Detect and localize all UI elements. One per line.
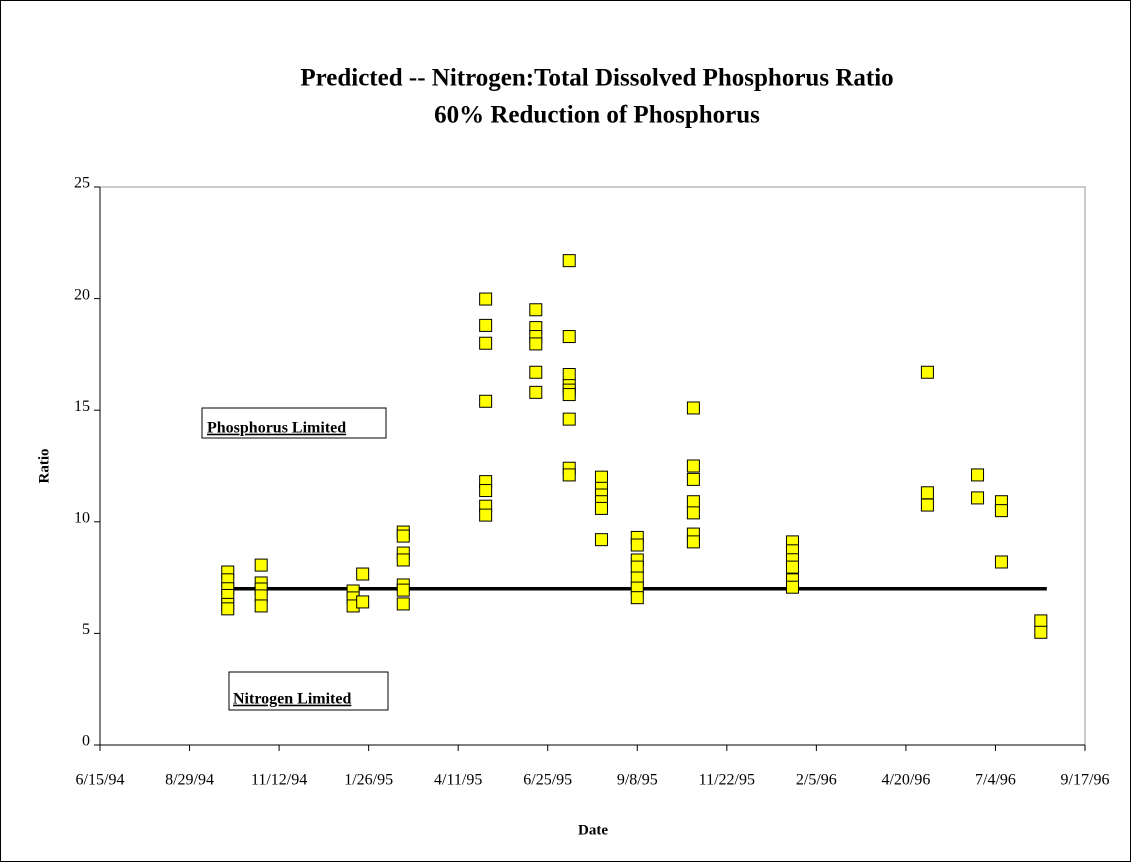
point: [562, 367, 576, 381]
point: [396, 583, 410, 597]
point: [686, 495, 700, 509]
x-tick-label: 4/20/96: [881, 772, 930, 789]
point: [479, 292, 493, 306]
x-tick-label: 1/26/95: [344, 772, 393, 789]
point: [785, 580, 799, 594]
point: [221, 602, 235, 616]
point: [594, 501, 608, 515]
annotation: Phosphorus Limited: [207, 420, 346, 437]
point: [396, 529, 410, 543]
x-tick-label: 6/25/95: [523, 772, 572, 789]
point: [686, 459, 700, 473]
point: [562, 468, 576, 482]
y-tick-label: 0: [82, 733, 90, 750]
point: [479, 484, 493, 498]
point: [630, 538, 644, 552]
x-tick-label: 4/11/95: [434, 772, 482, 789]
y-tick-label: 10: [74, 509, 90, 526]
x-tick-label: 6/15/94: [76, 772, 125, 789]
point: [562, 254, 576, 268]
point: [479, 508, 493, 522]
point: [594, 533, 608, 547]
x-tick-label: 11/12/94: [251, 772, 307, 789]
point: [1034, 625, 1048, 639]
chart-subtitle: 60% Reduction of Phosphorus: [434, 102, 760, 129]
point: [254, 599, 268, 613]
y-tick-label: 25: [74, 175, 90, 192]
point: [529, 303, 543, 317]
x-tick-label: 9/17/96: [1061, 772, 1110, 789]
y-axis-title: Ratio: [36, 449, 52, 484]
point: [356, 595, 370, 609]
point: [994, 504, 1008, 518]
point: [630, 591, 644, 605]
point: [356, 567, 370, 581]
point: [630, 560, 644, 574]
point: [686, 472, 700, 486]
point: [479, 394, 493, 408]
x-tick-label: 2/5/96: [796, 772, 837, 789]
annotation: Nitrogen Limited: [233, 691, 351, 708]
y-tick-label: 5: [82, 621, 90, 638]
point: [529, 385, 543, 399]
x-axis-title: Date: [578, 822, 608, 838]
point: [562, 388, 576, 402]
point: [686, 401, 700, 415]
point: [971, 468, 985, 482]
point: [562, 412, 576, 426]
annotation-box: [228, 671, 389, 711]
point: [920, 486, 934, 500]
point: [971, 491, 985, 505]
point: [562, 330, 576, 344]
point: [686, 535, 700, 549]
x-tick-label: 11/22/95: [699, 772, 755, 789]
point: [396, 553, 410, 567]
point: [785, 560, 799, 574]
chart-title: Predicted -- Nitrogen:Total Dissolved Ph…: [300, 65, 893, 92]
y-tick-label: 20: [74, 286, 90, 303]
point: [1034, 614, 1048, 628]
y-tick-label: 15: [74, 398, 90, 415]
x-tick-label: 9/8/95: [617, 772, 658, 789]
point: [479, 336, 493, 350]
annotation-box: [201, 407, 387, 439]
x-tick-label: 7/4/96: [975, 772, 1016, 789]
x-tick-label: 8/29/94: [165, 772, 214, 789]
point: [396, 597, 410, 611]
point: [254, 558, 268, 572]
point: [479, 318, 493, 332]
point: [920, 365, 934, 379]
point: [994, 555, 1008, 569]
point: [594, 470, 608, 484]
point: [529, 365, 543, 379]
point: [529, 337, 543, 351]
point: [920, 498, 934, 512]
point: [686, 506, 700, 520]
